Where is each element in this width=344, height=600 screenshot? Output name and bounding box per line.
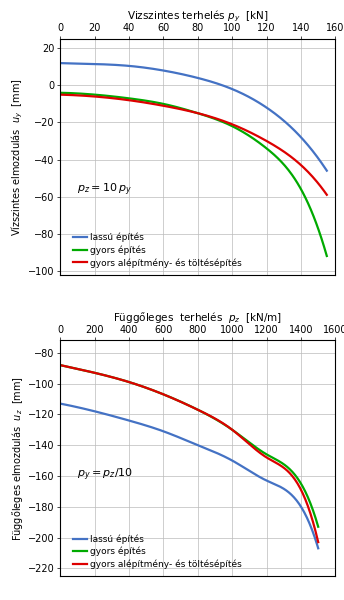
lassú építés (276, 482, 280, 489)
Text: $p_y = p_z / 10$: $p_y = p_z / 10$ (77, 467, 133, 483)
gyors építés (276, 457, 280, 464)
gyors építés (212, 415, 216, 422)
gyors alépítmény- és töltésépítés (221, 118, 225, 125)
lassú építés (216, 80, 220, 88)
lassú építés (300, 134, 304, 142)
gyors alépítmény- és töltésépítés (217, 116, 221, 123)
Y-axis label: Függőleges elmozdulás  $u_z$  [mm]: Függőleges elmozdulás $u_z$ [mm] (10, 376, 25, 541)
gyors alépítmény- és töltésépítés (58, 362, 62, 369)
lassú építés (316, 545, 320, 552)
Line: gyors építés: gyors építés (60, 93, 327, 256)
Line: gyors alépítmény- és töltésépítés: gyors alépítmény- és töltésépítés (60, 365, 318, 542)
gyors alépítmény- és töltésépítés (283, 149, 287, 156)
gyors építés (221, 119, 225, 126)
lassú építés (216, 450, 220, 457)
lassú építés (212, 448, 216, 455)
Legend: lassú építés, gyors építés, gyors alépítmény- és töltésépítés: lassú építés, gyors építés, gyors alépít… (73, 233, 242, 268)
lassú építés (221, 82, 225, 89)
lassú építés (59, 59, 63, 67)
gyors építés (325, 253, 329, 260)
X-axis label: Vizszintes terhelés $p_y$  [kN]: Vizszintes terhelés $p_y$ [kN] (127, 8, 268, 24)
Text: $p_z = 10\,p_y$: $p_z = 10\,p_y$ (77, 182, 131, 198)
gyors alépítmény- és töltésépítés (325, 191, 329, 199)
lassú építés (217, 80, 221, 88)
gyors építés (217, 117, 221, 124)
Line: lassú építés: lassú építés (60, 63, 327, 170)
gyors alépítmény- és töltésépítés (58, 91, 62, 98)
lassú építés (58, 400, 62, 407)
gyors építés (58, 89, 62, 97)
gyors építés (216, 417, 220, 424)
Line: gyors alépítmény- és töltésépítés: gyors alépítmény- és töltésépítés (60, 95, 327, 195)
Line: gyors építés: gyors építés (60, 365, 318, 527)
lassú építés (59, 400, 63, 407)
lassú építés (58, 59, 62, 67)
gyors alépítmény- és töltésépítés (292, 475, 296, 482)
gyors építés (316, 523, 320, 530)
lassú építés (325, 167, 329, 174)
gyors alépítmény- és töltésépítés (59, 91, 63, 98)
lassú építés (211, 448, 215, 455)
lassú építés (292, 494, 296, 501)
gyors építés (59, 362, 63, 369)
gyors alépítmény- és töltésépítés (316, 539, 320, 546)
gyors építés (292, 470, 296, 478)
gyors építés (216, 116, 220, 124)
Legend: lassú építés, gyors építés, gyors alépítmény- és töltésépítés: lassú építés, gyors építés, gyors alépít… (73, 535, 242, 569)
gyors alépítmény- és töltésépítés (212, 414, 216, 421)
gyors alépítmény- és töltésépítés (211, 414, 215, 421)
X-axis label: Függőleges  terhelés  $p_z$  [kN/m]: Függőleges terhelés $p_z$ [kN/m] (113, 310, 282, 325)
gyors építés (58, 362, 62, 369)
lassú építés (283, 118, 287, 125)
gyors építés (300, 187, 304, 194)
Line: lassú építés: lassú építés (60, 404, 318, 548)
gyors építés (211, 414, 215, 421)
gyors alépítmény- és töltésépítés (216, 417, 220, 424)
Y-axis label: Vízszintes elmozdulás  $u_y$  [mm]: Vízszintes elmozdulás $u_y$ [mm] (10, 78, 25, 236)
gyors alépítmény- és töltésépítés (59, 362, 63, 369)
gyors alépítmény- és töltésépítés (216, 116, 220, 123)
gyors építés (59, 89, 63, 97)
gyors építés (283, 162, 287, 169)
gyors alépítmény- és töltésépítés (276, 460, 280, 467)
gyors alépítmény- és töltésépítés (300, 162, 304, 169)
